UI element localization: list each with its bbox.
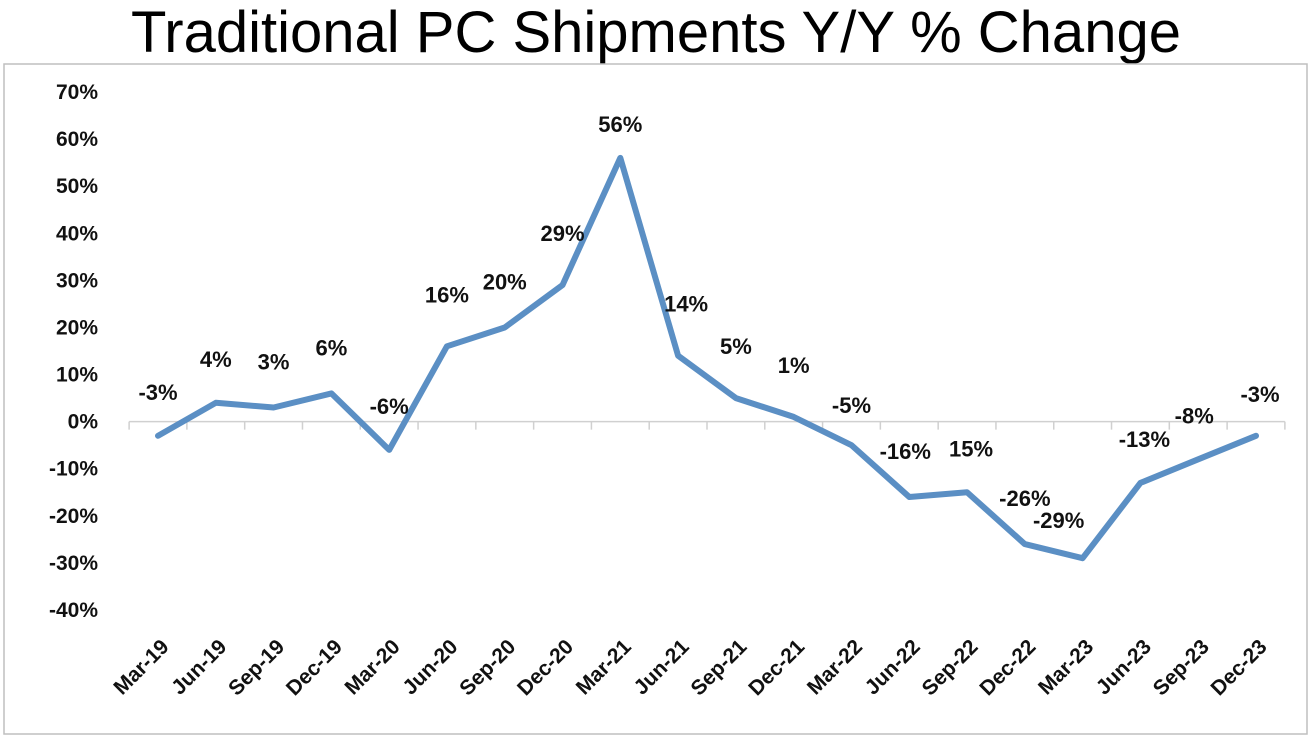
data-point: [157, 435, 159, 437]
x-tick-label: Sep-22: [918, 635, 983, 700]
data-label: -3%: [138, 380, 177, 405]
data-label: -16%: [880, 439, 931, 464]
data-point: [388, 449, 390, 451]
x-tick-label: Dec-20: [513, 635, 578, 700]
data-label: 5%: [720, 334, 752, 359]
series-line: [155, 154, 1259, 562]
x-axis: [128, 420, 1286, 430]
data-point: [966, 491, 968, 493]
data-point: [1082, 557, 1084, 559]
x-tick-label: Mar-20: [341, 635, 405, 699]
data-label: 20%: [483, 269, 527, 294]
x-tick-label: Dec-22: [975, 635, 1040, 700]
data-label: 14%: [664, 292, 708, 317]
data-label: -5%: [832, 393, 871, 418]
data-labels: -3% 4% 3% 6% -6% 16% 20% 29% 56% 14% 5% 1% -5% -16% 15…: [138, 112, 1279, 533]
data-point: [677, 355, 679, 357]
x-tick-label: Sep-19: [224, 635, 289, 700]
data-label: -13%: [1119, 427, 1170, 452]
data-label: 16%: [425, 282, 469, 307]
data-point: [1255, 435, 1257, 437]
y-tick-label: -30%: [49, 552, 98, 575]
data-label: 4%: [200, 347, 232, 372]
data-label: -26%: [999, 486, 1050, 511]
data-label: 6%: [315, 335, 347, 360]
x-tick-label: Jun-19: [167, 635, 231, 699]
data-point: [1139, 482, 1141, 484]
data-label: 56%: [598, 112, 642, 137]
x-tick-label: Mar-19: [109, 635, 173, 699]
y-tick-label: 20%: [56, 316, 98, 339]
data-label: -3%: [1240, 382, 1279, 407]
y-tick-label: 0%: [68, 411, 99, 434]
data-point: [504, 326, 506, 328]
x-tick-label: Mar-23: [1034, 635, 1098, 699]
data-point: [330, 392, 332, 394]
data-label: -8%: [1175, 403, 1214, 428]
data-point: [273, 407, 275, 409]
data-point: [735, 397, 737, 399]
plot-area-border: [3, 63, 1308, 735]
series-layer: [155, 154, 1259, 562]
data-label: 3%: [258, 350, 290, 375]
data-label: 29%: [541, 221, 585, 246]
data-label: 15%: [949, 436, 993, 461]
data-point: [793, 416, 795, 418]
x-tick-label: Jun-23: [1092, 635, 1156, 699]
x-tick-label: Sep-23: [1149, 635, 1214, 700]
y-tick-label: 10%: [56, 364, 98, 387]
data-label: -6%: [370, 394, 409, 419]
x-tick-label: Dec-19: [282, 635, 347, 700]
chart-title: Traditional PC Shipments Y/Y % Change: [131, 0, 1181, 65]
data-point: [908, 496, 910, 498]
x-tick-labels: Mar-19Jun-19Sep-19Dec-19Mar-20Jun-20Sep-…: [109, 635, 1271, 700]
y-tick-label: 50%: [56, 175, 98, 198]
data-label: 1%: [778, 353, 810, 378]
x-tick-label: Mar-22: [803, 635, 867, 699]
data-point: [446, 345, 448, 347]
y-tick-label: 60%: [56, 128, 98, 151]
y-tick-label: -20%: [49, 505, 98, 528]
x-tick-label: Mar-21: [572, 635, 636, 699]
data-point: [215, 402, 217, 404]
x-tick-label: Jun-21: [630, 635, 694, 699]
data-point: [850, 444, 852, 446]
data-point: [619, 157, 621, 159]
y-tick-label: -10%: [49, 458, 98, 481]
y-tick-label: 70%: [56, 81, 98, 104]
data-point: [562, 284, 564, 286]
y-tick-label: -40%: [49, 599, 98, 622]
x-tick-label: Dec-23: [1207, 635, 1272, 700]
data-point: [1024, 543, 1026, 545]
y-tick-label: 40%: [56, 222, 98, 245]
data-point: [1197, 458, 1199, 460]
y-tick-label: 30%: [56, 269, 98, 292]
x-tick-label: Sep-20: [455, 635, 520, 700]
x-tick-label: Sep-21: [686, 635, 751, 700]
data-label: -29%: [1033, 508, 1084, 533]
x-tick-label: Jun-22: [861, 635, 925, 699]
x-tick-label: Dec-21: [744, 635, 809, 700]
x-tick-label: Jun-20: [398, 635, 462, 699]
y-axis: 70% 60% 50% 40% 30% 20% 10% 0% -10% -20% -30% -40%: [49, 81, 98, 622]
